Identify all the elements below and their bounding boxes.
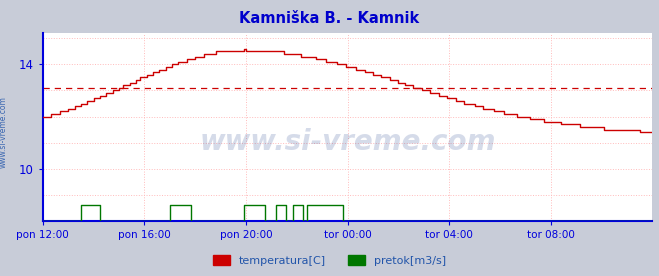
Text: www.si-vreme.com: www.si-vreme.com (200, 128, 496, 156)
Text: Kamniška B. - Kamnik: Kamniška B. - Kamnik (239, 11, 420, 26)
Text: www.si-vreme.com: www.si-vreme.com (0, 97, 8, 168)
Legend: temperatura[C], pretok[m3/s]: temperatura[C], pretok[m3/s] (209, 251, 450, 270)
